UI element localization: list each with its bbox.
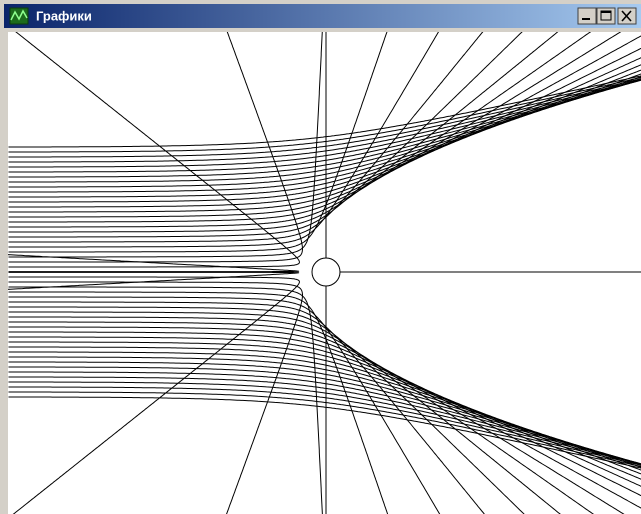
trajectory: [8, 396, 641, 469]
trajectory: [8, 32, 592, 228]
close-button[interactable]: [617, 7, 637, 25]
trajectory: [8, 361, 641, 466]
trajectory: [8, 47, 641, 213]
trajectory: [8, 32, 622, 223]
title-bar: [4, 4, 641, 28]
trajectory: [8, 316, 595, 514]
trajectory: [8, 32, 303, 263]
window-title: Графики: [36, 8, 92, 23]
trajectory: [8, 336, 641, 487]
trajectory: [8, 386, 641, 466]
trajectory: [8, 32, 484, 243]
trajectory: [8, 391, 641, 468]
trajectory: [8, 35, 641, 218]
app-icon: [9, 7, 29, 25]
trajectory: [8, 281, 303, 514]
trajectory: [8, 78, 641, 183]
trajectory: [8, 32, 559, 233]
trajectory: [8, 78, 641, 158]
trajectory: [8, 371, 641, 465]
trajectory: [8, 381, 641, 465]
trajectory: [8, 296, 441, 514]
trajectory: [8, 311, 561, 514]
trajectory: [8, 32, 523, 238]
trajectory: [8, 326, 641, 509]
trajectory: [8, 57, 641, 208]
trajectory: [8, 301, 485, 514]
trajectory: [8, 32, 323, 258]
trajectory: [8, 306, 525, 514]
trajectory: [8, 79, 641, 168]
trajectory: [8, 254, 300, 273]
trajectory: [8, 32, 388, 253]
trajectory: [8, 32, 440, 248]
trajectory: [8, 331, 641, 497]
trajectory: [8, 75, 641, 148]
trajectory: [8, 321, 625, 514]
maximize-button[interactable]: [596, 7, 616, 25]
trajectory: [8, 366, 641, 465]
trajectory: [8, 376, 641, 465]
trajectory: [8, 271, 300, 290]
plot: [8, 32, 641, 514]
trajectory: [8, 76, 641, 153]
trajectory: [8, 79, 641, 173]
trajectory: [8, 79, 641, 178]
minimize-button[interactable]: [577, 7, 597, 25]
trajectory: [8, 286, 323, 514]
nucleus: [311, 257, 341, 287]
trajectory: [8, 79, 641, 163]
trajectory: [8, 291, 389, 514]
